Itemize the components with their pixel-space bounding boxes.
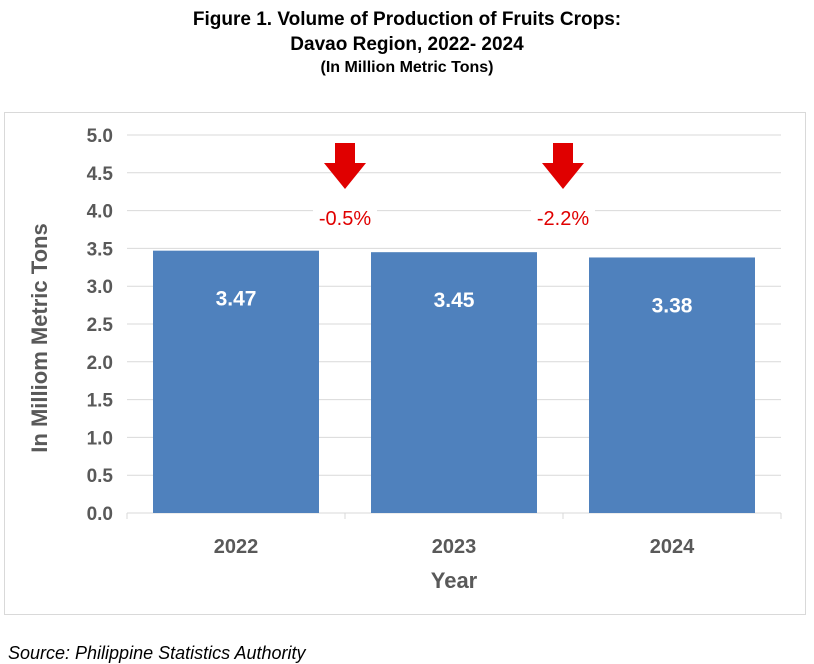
- chart-area: 0.0 0.5 1.0 1.5 2.0 2.5 3.0 3.5 4.0 4.5 5.0 3.47 202…: [4, 112, 806, 615]
- chart-title-line-2: Davao Region, 2022- 2024: [290, 34, 524, 55]
- data-label: 3.47: [216, 288, 257, 311]
- y-tick-label: 1.0: [87, 428, 113, 449]
- down-arrow-icon: [542, 143, 584, 189]
- y-tick-label: 4.5: [87, 164, 114, 185]
- y-tick-label: 3.5: [87, 239, 114, 260]
- x-tick-label: 2022: [214, 536, 259, 558]
- y-tick-label: 0.5: [87, 466, 114, 487]
- y-tick-label: 5.0: [87, 126, 113, 147]
- y-axis-title: In Milliom Metric Tons: [27, 223, 52, 452]
- x-tick-label: 2024: [650, 536, 695, 558]
- chart-title-block: Figure 1. Volume of Production of Fruits…: [0, 0, 814, 79]
- annotation-label-background: [531, 199, 595, 233]
- bar-2024: [589, 257, 755, 513]
- y-tick-label: 4.0: [87, 202, 113, 223]
- y-tick-label: 3.0: [87, 277, 113, 298]
- change-annotation-label: -2.2%: [537, 208, 589, 230]
- bar-chart: 0.0 0.5 1.0 1.5 2.0 2.5 3.0 3.5 4.0 4.5 5.0 3.47 202…: [27, 126, 782, 593]
- x-tick-label: 2023: [432, 536, 477, 558]
- x-axis-title: Year: [431, 568, 478, 593]
- y-tick-label: 2.0: [87, 353, 113, 374]
- down-arrow-icon: [324, 143, 366, 189]
- data-label: 3.45: [434, 289, 475, 312]
- y-tick-label: 2.5: [87, 315, 114, 336]
- data-label: 3.38: [652, 294, 693, 317]
- y-tick-label: 1.5: [87, 391, 114, 412]
- bar-2022: [153, 250, 319, 513]
- y-tick-label: 0.0: [87, 504, 113, 525]
- bar-2023: [371, 252, 537, 513]
- chart-title-line-1: Figure 1. Volume of Production of Fruits…: [192, 9, 622, 30]
- source-note: Source: Philippine Statistics Authority: [8, 643, 306, 663]
- change-annotation-label: -0.5%: [319, 208, 371, 230]
- chart-subtitle: (In Million Metric Tons): [320, 59, 494, 76]
- annotation-label-background: [313, 199, 377, 233]
